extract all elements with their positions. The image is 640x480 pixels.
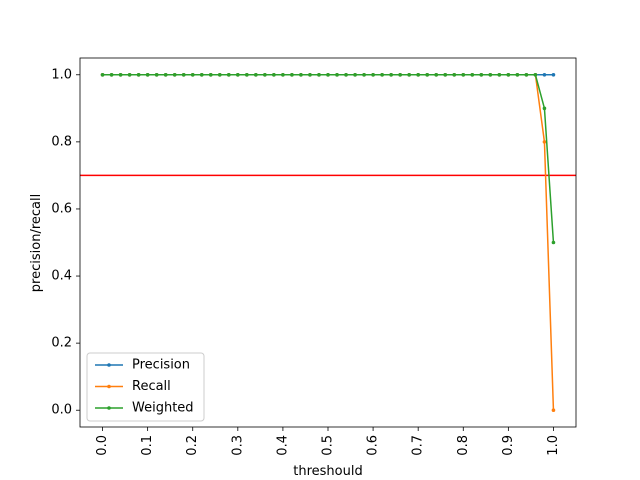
data-point-weighted	[371, 72, 375, 77]
data-point-weighted	[172, 72, 177, 77]
data-point-precision	[551, 72, 556, 77]
x-tick-label: 0.4	[275, 435, 290, 456]
y-tick-label: 1.0	[51, 67, 72, 82]
x-tick-label: 0.5	[321, 435, 336, 456]
data-point-weighted	[326, 72, 330, 77]
x-tick-label: 0.1	[140, 435, 155, 456]
x-tick-label: 0.8	[456, 435, 471, 456]
x-tick-label: 0.2	[185, 435, 200, 456]
legend-box	[86, 352, 205, 422]
data-point-weighted	[272, 72, 276, 77]
y-axis-label: precision/recall	[29, 194, 44, 292]
legend-label-recall: Recall	[132, 379, 171, 394]
data-point-weighted	[100, 72, 105, 77]
data-point-weighted	[434, 72, 439, 77]
data-point-recall	[542, 140, 547, 144]
y-tick-label: 0.4	[51, 269, 72, 284]
data-point-weighted	[362, 72, 366, 77]
data-point-weighted	[515, 72, 520, 77]
plot-area	[79, 57, 577, 428]
x-tick-label: 0.7	[411, 435, 426, 456]
data-point-weighted	[199, 72, 204, 77]
data-point-weighted	[163, 72, 168, 77]
legend-label-weighted: Weighted	[132, 401, 194, 416]
data-point-weighted	[154, 72, 159, 77]
data-point-weighted	[497, 72, 502, 77]
data-point-weighted	[416, 72, 420, 77]
data-point-weighted	[109, 72, 114, 77]
data-point-weighted	[551, 240, 556, 245]
x-tick-label: 1.0	[546, 435, 561, 456]
x-tick-label: 0.6	[366, 435, 381, 456]
data-point-weighted	[145, 72, 150, 77]
data-point-weighted	[281, 72, 285, 77]
legend-label-precision: Precision	[132, 358, 190, 373]
y-tick-label: 0.6	[51, 201, 72, 216]
data-point-weighted	[488, 72, 493, 77]
data-point-weighted	[217, 72, 222, 77]
data-point-weighted	[335, 72, 339, 77]
y-tick-label: 0.8	[51, 134, 72, 149]
series-line-weighted	[102, 74, 555, 243]
data-point-weighted	[452, 72, 457, 77]
x-axis-label: threshould	[293, 464, 362, 479]
data-point-weighted	[542, 106, 547, 111]
data-point-weighted	[290, 72, 294, 77]
data-point-weighted	[479, 72, 484, 77]
legend-marker-weighted	[107, 406, 111, 410]
data-point-recall	[551, 408, 556, 413]
legend-marker-recall	[107, 384, 111, 389]
data-point-weighted	[308, 72, 312, 77]
legend-marker-precision	[107, 363, 111, 367]
data-point-weighted	[317, 72, 321, 77]
x-tick-label: 0.9	[501, 435, 516, 456]
data-point-weighted	[461, 72, 466, 77]
data-point-weighted	[254, 72, 258, 77]
data-point-weighted	[236, 72, 240, 77]
data-point-weighted	[398, 72, 402, 77]
y-axis-ticks: 0.0 0.2 0.4 0.6 0.8 1.0	[51, 67, 80, 418]
data-point-weighted	[425, 72, 430, 77]
data-point-weighted	[389, 72, 393, 77]
data-point-weighted	[380, 72, 384, 77]
data-point-weighted	[533, 72, 538, 77]
data-point-weighted	[524, 72, 529, 77]
data-point-weighted	[208, 72, 213, 77]
data-point-weighted	[506, 72, 511, 77]
y-tick-label: 0.2	[51, 336, 72, 351]
data-point-weighted	[136, 72, 141, 77]
data-point-weighted	[118, 72, 123, 77]
data-point-weighted	[127, 72, 132, 77]
data-point-weighted	[190, 72, 195, 77]
data-point-weighted	[245, 72, 249, 77]
data-point-weighted	[181, 72, 186, 77]
data-point-weighted	[443, 72, 448, 77]
x-tick-label: 0.3	[230, 435, 245, 456]
data-point-weighted	[407, 72, 411, 77]
y-tick-label: 0.0	[51, 403, 72, 418]
data-point-weighted	[227, 72, 231, 77]
data-point-weighted	[344, 72, 348, 77]
data-point-weighted	[263, 72, 267, 77]
x-tick-label: 0.0	[95, 435, 110, 456]
data-point-precision	[542, 72, 547, 77]
x-axis-ticks: 0.0 0.1 0.2 0.3 0.4 0.5 0.6 0.7 0.8 0.9 1.0	[95, 427, 561, 456]
data-point-weighted	[470, 72, 475, 77]
data-point-weighted	[353, 72, 357, 77]
legend: Precision Recall Weighted	[86, 352, 205, 422]
data-point-weighted	[299, 72, 303, 77]
